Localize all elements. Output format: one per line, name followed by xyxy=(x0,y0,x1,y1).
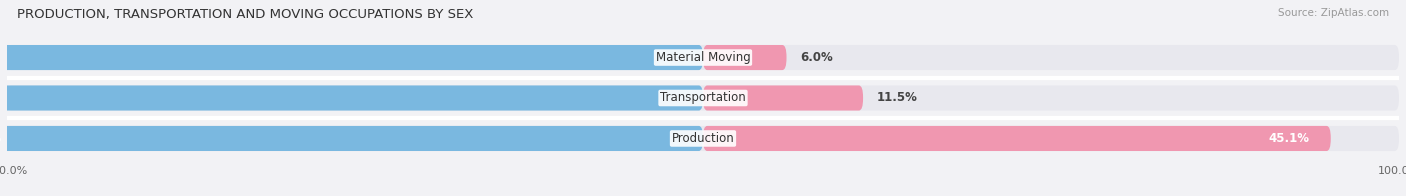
FancyBboxPatch shape xyxy=(0,126,703,151)
Text: 45.1%: 45.1% xyxy=(1268,132,1310,145)
Text: 6.0%: 6.0% xyxy=(800,51,834,64)
Text: Material Moving: Material Moving xyxy=(655,51,751,64)
FancyBboxPatch shape xyxy=(7,45,1399,70)
FancyBboxPatch shape xyxy=(7,85,1399,111)
FancyBboxPatch shape xyxy=(703,85,863,111)
FancyBboxPatch shape xyxy=(703,126,1330,151)
FancyBboxPatch shape xyxy=(0,85,703,111)
Text: Source: ZipAtlas.com: Source: ZipAtlas.com xyxy=(1278,8,1389,18)
Text: 11.5%: 11.5% xyxy=(877,92,918,104)
FancyBboxPatch shape xyxy=(7,126,1399,151)
FancyBboxPatch shape xyxy=(703,45,786,70)
FancyBboxPatch shape xyxy=(0,45,703,70)
Text: Production: Production xyxy=(672,132,734,145)
Text: Transportation: Transportation xyxy=(661,92,745,104)
Text: PRODUCTION, TRANSPORTATION AND MOVING OCCUPATIONS BY SEX: PRODUCTION, TRANSPORTATION AND MOVING OC… xyxy=(17,8,474,21)
